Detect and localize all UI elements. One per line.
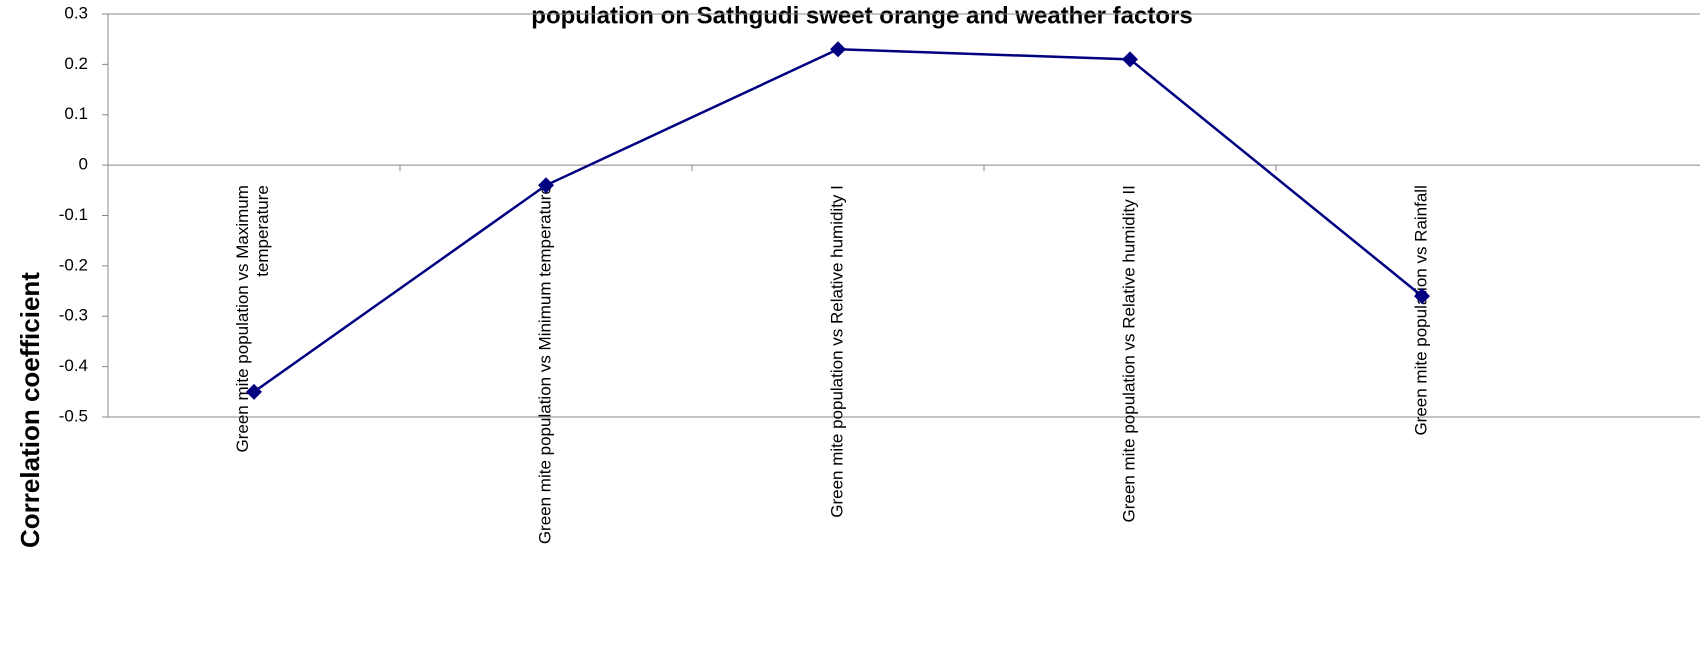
x-tick-label: Green mite population vs Minimum tempera… xyxy=(535,185,554,544)
marker xyxy=(246,383,262,400)
y-tick-label: -0.4 xyxy=(59,356,88,375)
y-axis-title: Correlation coefficient xyxy=(15,272,45,548)
y-tick-label: 0.2 xyxy=(64,54,88,73)
y-tick-label: 0.3 xyxy=(64,3,88,22)
y-tick-label: -0.2 xyxy=(59,255,88,274)
y-tick-label: -0.1 xyxy=(59,205,88,224)
y-tick-label: -0.5 xyxy=(59,406,88,425)
y-tick-label: 0 xyxy=(79,155,88,174)
x-tick-label: Green mite population vs Maximumtemperat… xyxy=(233,185,272,452)
y-tick-label: -0.3 xyxy=(59,306,88,325)
y-tick-label: 0.1 xyxy=(64,104,88,123)
marker xyxy=(1122,51,1138,68)
marker xyxy=(538,177,554,194)
x-tick-label: Green mite population vs Relative humidi… xyxy=(1119,185,1138,522)
chart-title: population on Sathgudi sweet orange and … xyxy=(531,2,1192,29)
x-tick-label: Green mite population vs Relative humidi… xyxy=(827,185,846,518)
marker xyxy=(830,41,846,58)
marker xyxy=(1414,288,1430,305)
x-tick-label: Green mite population vs Rainfall xyxy=(1411,185,1430,435)
